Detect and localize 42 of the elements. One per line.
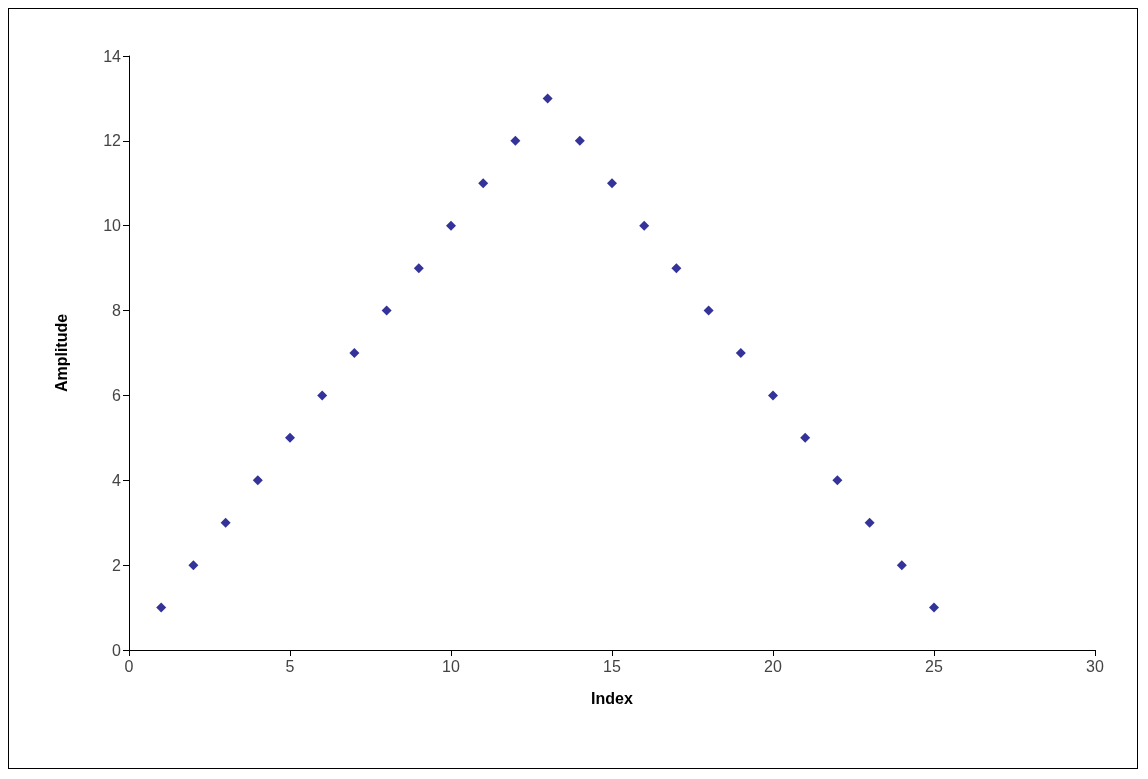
point — [188, 560, 199, 571]
point — [317, 390, 328, 401]
point — [413, 263, 424, 274]
point — [607, 178, 617, 189]
point — [478, 178, 489, 189]
point — [832, 475, 843, 486]
point — [574, 135, 585, 146]
x-tick-label: 30 — [1086, 657, 1104, 675]
point — [864, 517, 875, 528]
point — [285, 432, 295, 443]
y-tick-label: 8 — [112, 302, 122, 320]
point — [639, 220, 650, 231]
point — [252, 475, 263, 486]
x-tick-label: 10 — [442, 657, 460, 675]
y-axis-title: Amplitude — [52, 313, 70, 393]
y-tick-label: 14 — [103, 47, 122, 65]
point — [735, 348, 746, 358]
point — [800, 432, 811, 443]
point — [381, 305, 392, 316]
y-tick-label: 6 — [112, 386, 122, 404]
point — [542, 93, 553, 104]
x-tick-label: 20 — [764, 657, 782, 675]
y-tick-label: 10 — [103, 217, 122, 235]
x-tick-label: 5 — [285, 657, 295, 675]
point — [929, 602, 939, 613]
x-tick-label: 25 — [925, 657, 943, 675]
x-tick-label: 0 — [124, 657, 134, 675]
point — [510, 135, 521, 146]
point — [768, 390, 778, 401]
x-tick-label: 15 — [603, 657, 621, 675]
point — [156, 602, 167, 613]
point — [349, 348, 360, 358]
point — [896, 560, 907, 571]
point — [446, 220, 456, 231]
x-axis-title: Index — [591, 689, 633, 707]
point — [220, 517, 231, 528]
point — [703, 305, 714, 316]
y-tick-label: 2 — [112, 556, 122, 574]
y-tick-label: 4 — [112, 471, 122, 489]
y-tick-label: 12 — [103, 132, 122, 150]
y-tick-label: 0 — [112, 641, 122, 659]
point — [671, 263, 682, 274]
